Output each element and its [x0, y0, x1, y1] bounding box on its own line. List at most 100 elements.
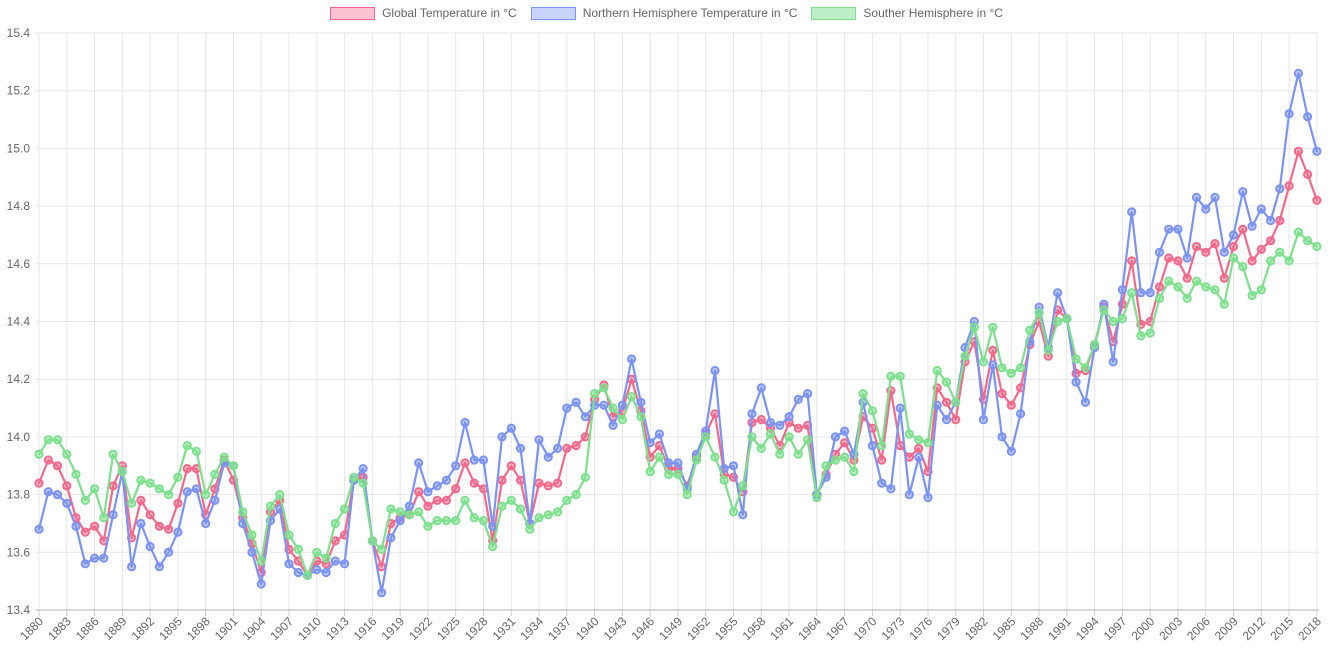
- data-point[interactable]: [664, 469, 674, 479]
- data-point[interactable]: [358, 478, 368, 488]
- data-point[interactable]: [1164, 276, 1174, 286]
- data-point[interactable]: [99, 553, 109, 563]
- data-point[interactable]: [682, 490, 692, 500]
- data-point[interactable]: [1043, 345, 1053, 355]
- data-point[interactable]: [210, 495, 220, 505]
- data-point[interactable]: [1090, 340, 1100, 350]
- legend-item-northern-hemisphere[interactable]: Northern Hemisphere Temperature in °C: [530, 6, 797, 20]
- data-point[interactable]: [608, 420, 618, 430]
- data-point[interactable]: [590, 389, 600, 399]
- data-point[interactable]: [1034, 308, 1044, 318]
- data-point[interactable]: [1284, 256, 1294, 266]
- data-point[interactable]: [765, 429, 776, 439]
- data-point[interactable]: [543, 481, 553, 491]
- data-point[interactable]: [617, 415, 628, 425]
- data-point[interactable]: [645, 438, 655, 448]
- data-point[interactable]: [525, 524, 535, 534]
- data-point[interactable]: [793, 449, 803, 459]
- data-point[interactable]: [1201, 282, 1211, 292]
- data-point[interactable]: [265, 501, 276, 511]
- data-point[interactable]: [1145, 288, 1155, 298]
- data-point[interactable]: [515, 504, 526, 514]
- data-point[interactable]: [441, 475, 451, 485]
- data-point[interactable]: [1006, 368, 1016, 378]
- data-point[interactable]: [340, 504, 350, 514]
- data-point[interactable]: [941, 377, 952, 387]
- data-point[interactable]: [1293, 227, 1304, 237]
- data-point[interactable]: [840, 452, 850, 462]
- data-point[interactable]: [599, 383, 609, 393]
- data-point[interactable]: [154, 521, 164, 531]
- data-point[interactable]: [451, 461, 461, 471]
- data-point[interactable]: [1182, 273, 1192, 283]
- data-point[interactable]: [978, 357, 989, 367]
- data-point[interactable]: [71, 469, 81, 479]
- data-point[interactable]: [636, 412, 646, 422]
- data-point[interactable]: [136, 518, 146, 529]
- data-point[interactable]: [247, 547, 257, 557]
- data-point[interactable]: [312, 547, 322, 557]
- data-point[interactable]: [62, 498, 72, 508]
- data-point[interactable]: [43, 487, 53, 497]
- data-point[interactable]: [849, 466, 859, 477]
- data-point[interactable]: [1266, 215, 1276, 226]
- data-point[interactable]: [562, 495, 572, 505]
- data-point[interactable]: [904, 452, 915, 462]
- data-point[interactable]: [988, 345, 998, 355]
- data-point[interactable]: [191, 446, 201, 456]
- data-point[interactable]: [469, 478, 479, 488]
- data-point[interactable]: [34, 449, 44, 459]
- data-point[interactable]: [478, 516, 489, 526]
- data-point[interactable]: [654, 429, 665, 439]
- data-point[interactable]: [34, 478, 44, 488]
- data-point[interactable]: [43, 455, 53, 465]
- data-point[interactable]: [1247, 290, 1257, 301]
- data-point[interactable]: [645, 466, 655, 477]
- data-point[interactable]: [108, 481, 118, 491]
- data-point[interactable]: [923, 438, 933, 448]
- data-point[interactable]: [534, 478, 544, 488]
- data-point[interactable]: [1312, 241, 1322, 252]
- data-point[interactable]: [173, 527, 183, 537]
- data-point[interactable]: [932, 365, 942, 376]
- data-point[interactable]: [1117, 314, 1128, 324]
- data-point[interactable]: [127, 498, 137, 508]
- data-point[interactable]: [923, 492, 933, 503]
- data-point[interactable]: [432, 495, 442, 505]
- data-point[interactable]: [321, 553, 331, 563]
- data-point[interactable]: [997, 432, 1007, 442]
- data-point[interactable]: [543, 510, 553, 520]
- data-point[interactable]: [636, 397, 646, 407]
- data-point[interactable]: [62, 449, 72, 459]
- data-point[interactable]: [803, 389, 813, 399]
- data-point[interactable]: [1275, 215, 1285, 226]
- data-point[interactable]: [1228, 253, 1239, 263]
- data-point[interactable]: [1191, 241, 1202, 252]
- data-point[interactable]: [1016, 363, 1026, 373]
- data-point[interactable]: [71, 521, 81, 531]
- data-point[interactable]: [932, 400, 942, 410]
- data-point[interactable]: [580, 432, 590, 442]
- data-point[interactable]: [580, 472, 590, 482]
- data-point[interactable]: [1303, 112, 1313, 122]
- data-point[interactable]: [895, 441, 905, 451]
- data-point[interactable]: [488, 521, 498, 531]
- data-point[interactable]: [154, 484, 164, 494]
- data-point[interactable]: [571, 441, 581, 451]
- data-point[interactable]: [534, 513, 544, 523]
- data-point[interactable]: [1145, 328, 1155, 338]
- data-point[interactable]: [136, 475, 146, 485]
- data-point[interactable]: [1219, 247, 1229, 257]
- data-point[interactable]: [414, 487, 424, 497]
- data-point[interactable]: [478, 455, 489, 465]
- data-point[interactable]: [988, 322, 998, 332]
- data-point[interactable]: [275, 490, 285, 500]
- data-point[interactable]: [423, 521, 433, 531]
- data-point[interactable]: [534, 435, 544, 445]
- data-point[interactable]: [182, 487, 192, 497]
- data-point[interactable]: [1275, 247, 1285, 257]
- data-point[interactable]: [432, 516, 442, 526]
- data-point[interactable]: [497, 475, 507, 485]
- data-point[interactable]: [1256, 285, 1266, 295]
